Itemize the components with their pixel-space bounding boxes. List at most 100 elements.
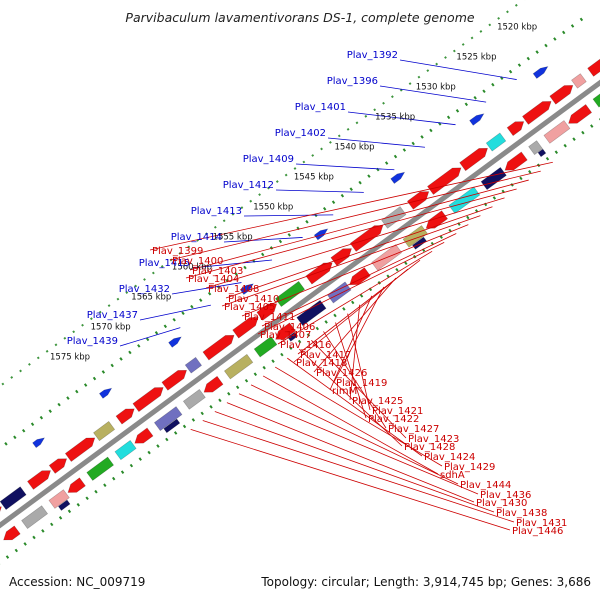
kbp-tick-label: 1550 kbp [253,202,293,212]
gene-reverse [568,104,593,124]
leader-line-forward [223,237,303,243]
leader-line-reverse [333,286,385,383]
gene-reverse [114,439,137,461]
kbp-tick-labels: 1520 kbp 1525 kbp 1530 kbp 1535 kbp 1540 kbp… [50,23,537,363]
gene-forward-blue [313,228,329,241]
label-reverse: Plav_1438 [496,508,547,519]
leader-line-forward [399,59,517,80]
leader-line-forward [327,137,425,148]
gene-reverse [528,140,543,156]
gene-reverse [425,210,449,229]
leader-line-reverse [313,277,397,373]
gene-forward-blue [168,336,182,348]
label-reverse: Plav_1416 [280,340,331,351]
gene-reverse [182,388,206,410]
leader-line-reverse [225,206,493,299]
kbp-tick-label: 1555 kbp [213,232,253,242]
gene-reverse [275,322,296,340]
label-reverse: Plav_1436 [480,490,531,501]
leader-line-forward [139,304,211,321]
label-reverse: rimM [332,386,357,397]
label-reverse: Plav_1426 [316,368,367,379]
label-reverse: Plav_1400 [172,256,223,267]
label-reverse: Plav_1428 [404,442,455,453]
label-reverse: Plav_1417 [300,350,351,361]
kbp-tick-label: 1560 kbp [172,262,212,272]
gene-reverse [86,456,115,481]
gene-reverse-small [537,148,547,158]
label-reverse: Plav_1431 [516,518,567,529]
leader-line-reverse [261,233,457,327]
gene-reverse [326,281,352,304]
gene-reverse [223,353,254,380]
accession-text: Accession: NC_009719 [9,575,145,589]
leader-line-reverse [241,224,469,317]
label-reverse: Plav_1422 [368,414,419,425]
gene-reverse [592,93,600,108]
gene-forward [161,369,187,391]
leader-line-reverse [311,340,407,439]
label-reverse: Plav_1429 [444,462,495,473]
leader-line-forward [295,163,395,171]
gene-forward [27,470,51,490]
leader-line-reverse [349,304,361,401]
label-reverse: Plav_1407 [260,330,311,341]
leader-line-reverse [335,322,367,419]
leader-line-reverse [190,428,511,531]
label-reverse: Plav_1406 [264,322,315,333]
label-reverse: Plav_1404 [188,274,239,285]
gene-reverse [21,505,49,530]
leader-line-reverse [347,313,371,411]
leader-line-reverse [274,366,443,467]
gene-forward [571,73,587,89]
leader-line-reverse [185,188,517,279]
leader-line-reverse [293,268,409,363]
gene-reverse [543,120,571,144]
gene-reverse-small [287,331,298,342]
kbp-tick-label: 1520 kbp [497,23,537,33]
label-forward: Plav_1402 [275,128,326,139]
label-reverse: Plav_1403 [192,266,243,277]
leader-line-forward [191,259,273,269]
gene-forward [381,206,407,229]
label-reverse: Plav_1421 [372,406,423,417]
genome-backbone [0,79,600,529]
label-forward: Plav_1414 [171,232,222,243]
label-reverse: Plav_1410 [228,294,279,305]
leader-line-reverse [287,357,423,457]
kbp-tick-label: 1570 kbp [91,322,131,332]
leader-line-reverse [189,179,529,271]
gene-reverse-small [163,418,181,434]
leader-line-forward [379,85,487,103]
gene-forward-blue [390,171,406,184]
leader-line-reverse [221,215,481,307]
kbp-tick-label: 1575 kbp [50,352,90,362]
gene-forward-blue [469,113,485,126]
label-reverse: Plav_1408 [208,284,259,295]
leader-line-reverse [169,170,541,261]
leader-line-reverse [238,393,479,495]
gene-forward [522,101,552,125]
gene-forward [459,147,488,172]
leader-line-reverse [262,375,439,475]
gene-layer [0,58,600,541]
label-reverse: Plav_1405 [224,302,275,313]
label-reverse: Plav_1430 [476,498,527,509]
label-forward: Plav_1413 [191,206,242,217]
label-reverse: Plav_1423 [408,434,459,445]
leader-line-forward [171,282,242,295]
gene-reverse [153,406,183,432]
map-title: Parvibaculum lavamentivorans DS-1, compl… [125,10,474,25]
gene-forward [48,458,68,474]
leader-line-forward [119,327,181,347]
leader-line-reverse [257,242,445,335]
kbp-tick-label: 1530 kbp [416,83,456,93]
leader-line-forward [275,189,364,193]
gene-reverse [67,477,86,493]
kbp-tick-label: 1540 kbp [335,142,375,152]
label-reverse: Plav_1419 [336,378,387,389]
leader-line-reverse [250,384,459,485]
label-forward: Plav_1401 [295,102,346,113]
label-forward: Plav_1396 [327,76,378,87]
